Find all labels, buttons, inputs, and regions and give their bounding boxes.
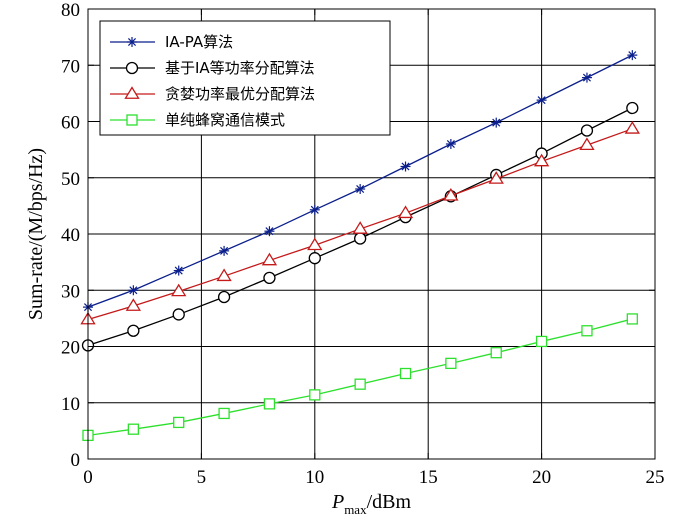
data-point-asterisk bbox=[127, 37, 137, 47]
y-tick-label: 0 bbox=[71, 450, 81, 471]
data-point-asterisk bbox=[491, 117, 502, 128]
legend-label: 贪婪功率最优分配算法 bbox=[165, 85, 315, 103]
data-point-asterisk bbox=[400, 161, 411, 172]
axis-ticks: 0 5 10 15 20 25 0 10 20 30 40 50 60 70 80 bbox=[61, 0, 665, 488]
series-line bbox=[87, 318, 633, 437]
data-point-asterisk bbox=[309, 204, 320, 215]
data-point-square bbox=[490, 347, 502, 359]
legend-label: 单纯蜂窝通信模式 bbox=[165, 111, 285, 129]
legend-item: IA-PA算法 bbox=[110, 33, 233, 51]
y-tick-label: 10 bbox=[61, 394, 80, 415]
data-point-circle bbox=[217, 290, 231, 304]
legend-item: 单纯蜂窝通信模式 bbox=[110, 111, 285, 129]
data-point-asterisk bbox=[627, 50, 638, 61]
x-tick-label: 25 bbox=[646, 467, 665, 488]
data-point-square bbox=[218, 407, 230, 420]
data-point-triangle bbox=[443, 187, 459, 201]
data-point-triangle bbox=[352, 221, 368, 234]
y-tick-label: 80 bbox=[61, 0, 80, 21]
data-point-asterisk bbox=[581, 72, 592, 83]
data-point-triangle bbox=[171, 283, 187, 297]
x-tick-label: 10 bbox=[305, 467, 324, 488]
series-3 bbox=[82, 313, 638, 442]
data-point-square bbox=[127, 423, 140, 435]
x-axis-label-main: P bbox=[331, 491, 344, 513]
series-layer bbox=[80, 50, 640, 442]
data-point-triangle bbox=[397, 205, 414, 219]
data-point-circle bbox=[354, 232, 367, 245]
data-point-square bbox=[626, 313, 638, 325]
y-tick-label: 50 bbox=[61, 169, 80, 190]
x-axis-label-unit: /dBm bbox=[367, 491, 412, 513]
data-point-triangle bbox=[307, 237, 323, 251]
x-tick-label: 5 bbox=[197, 467, 207, 488]
data-point-square bbox=[263, 398, 276, 410]
data-point-asterisk bbox=[264, 226, 275, 237]
data-point-circle bbox=[626, 101, 639, 115]
x-axis-label: Pmax/dBm bbox=[331, 491, 412, 517]
x-tick-label: 20 bbox=[532, 467, 551, 488]
legend-item: 基于IA等功率分配算法 bbox=[110, 59, 315, 77]
y-tick-label: 40 bbox=[61, 225, 80, 246]
data-point-square bbox=[309, 389, 321, 401]
data-point-square bbox=[126, 114, 138, 126]
y-tick-label: 60 bbox=[61, 113, 80, 134]
legend-label: 基于IA等功率分配算法 bbox=[165, 59, 315, 77]
data-point-asterisk bbox=[128, 285, 139, 296]
data-point-square bbox=[581, 325, 593, 337]
data-point-circle bbox=[125, 61, 139, 75]
data-point-triangle bbox=[124, 86, 140, 99]
data-point-square bbox=[535, 335, 548, 348]
series-2 bbox=[80, 121, 640, 325]
data-point-triangle bbox=[261, 252, 278, 266]
data-point-triangle bbox=[125, 298, 142, 311]
data-point-asterisk bbox=[445, 139, 456, 149]
data-point-square bbox=[354, 378, 366, 390]
data-point-square bbox=[445, 357, 457, 370]
data-point-circle bbox=[580, 124, 594, 137]
data-point-square bbox=[399, 367, 412, 380]
x-tick-label: 15 bbox=[419, 467, 438, 488]
data-point-triangle bbox=[624, 121, 640, 134]
x-axis-label-subscript: max bbox=[344, 502, 367, 517]
legend-item: 贪婪功率最优分配算法 bbox=[110, 85, 315, 103]
data-point-triangle bbox=[216, 268, 232, 282]
data-point-asterisk bbox=[536, 95, 547, 106]
data-point-asterisk bbox=[173, 265, 184, 276]
y-tick-label: 70 bbox=[61, 56, 80, 77]
data-point-circle bbox=[308, 252, 321, 265]
x-tick-label: 0 bbox=[83, 467, 93, 488]
y-tick-label: 20 bbox=[61, 338, 80, 359]
data-point-circle bbox=[127, 324, 140, 337]
data-point-asterisk bbox=[355, 184, 366, 194]
legend-label: IA-PA算法 bbox=[165, 33, 233, 51]
data-point-asterisk bbox=[219, 245, 230, 256]
data-point-circle bbox=[172, 308, 185, 321]
y-tick-label: 30 bbox=[61, 281, 80, 302]
data-point-square bbox=[173, 416, 185, 429]
data-point-triangle bbox=[488, 171, 504, 184]
legend-box bbox=[99, 20, 391, 136]
data-point-triangle bbox=[533, 153, 550, 167]
data-point-circle bbox=[263, 271, 276, 285]
data-point-triangle bbox=[579, 137, 595, 151]
y-axis-label: Sum-rate/(M/bps/Hz) bbox=[25, 148, 47, 320]
